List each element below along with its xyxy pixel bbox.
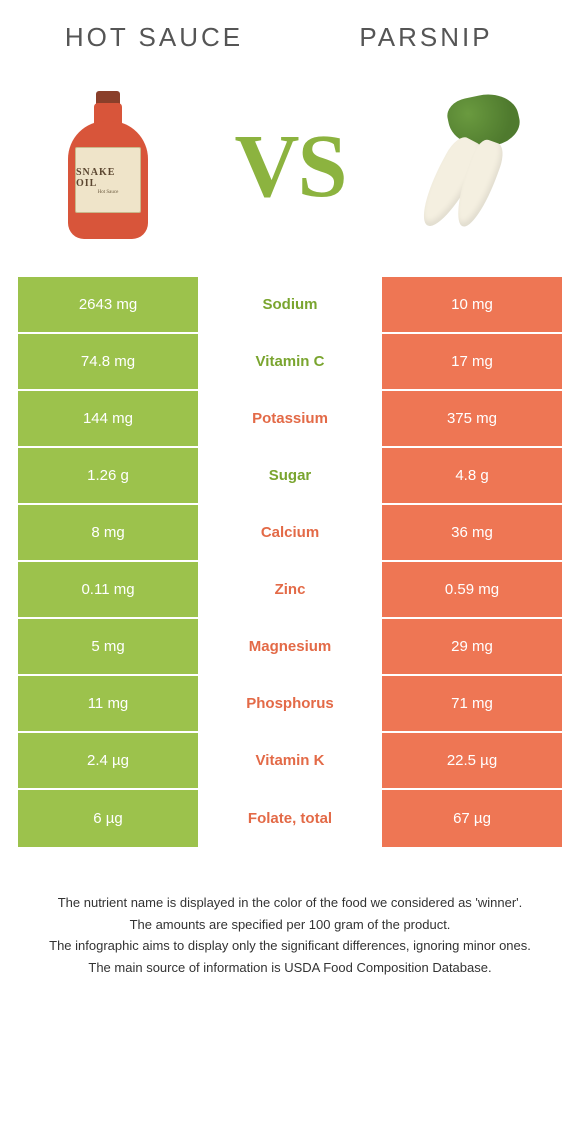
footer-line: The amounts are specified per 100 gram o…	[36, 915, 544, 935]
left-food-title: HOT SAUCE	[18, 22, 290, 53]
right-value: 0.59 mg	[382, 562, 562, 619]
left-value: 6 µg	[18, 790, 198, 847]
table-row: 144 mgPotassium375 mg	[18, 391, 562, 448]
table-row: 11 mgPhosphorus71 mg	[18, 676, 562, 733]
table-row: 6 µgFolate, total67 µg	[18, 790, 562, 847]
right-value: 10 mg	[382, 277, 562, 334]
nutrient-label: Folate, total	[198, 790, 382, 847]
nutrient-label: Magnesium	[198, 619, 382, 676]
footer-notes: The nutrient name is displayed in the co…	[18, 893, 562, 977]
table-row: 8 mgCalcium36 mg	[18, 505, 562, 562]
image-row: SNAKE OIL Hot Sauce VS	[28, 81, 552, 251]
parsnip-image	[392, 86, 552, 246]
right-value: 22.5 µg	[382, 733, 562, 790]
nutrient-label: Calcium	[198, 505, 382, 562]
left-value: 2643 mg	[18, 277, 198, 334]
table-row: 1.26 gSugar4.8 g	[18, 448, 562, 505]
left-value: 1.26 g	[18, 448, 198, 505]
parsnip-icon	[397, 91, 547, 241]
right-value: 4.8 g	[382, 448, 562, 505]
right-food-title: PARSNIP	[290, 22, 562, 53]
left-value: 0.11 mg	[18, 562, 198, 619]
table-row: 2643 mgSodium10 mg	[18, 277, 562, 334]
right-value: 29 mg	[382, 619, 562, 676]
comparison-table: 2643 mgSodium10 mg74.8 mgVitamin C17 mg1…	[18, 277, 562, 847]
left-value: 8 mg	[18, 505, 198, 562]
left-value: 74.8 mg	[18, 334, 198, 391]
footer-line: The nutrient name is displayed in the co…	[36, 893, 544, 913]
table-row: 0.11 mgZinc0.59 mg	[18, 562, 562, 619]
left-value: 144 mg	[18, 391, 198, 448]
nutrient-label: Sodium	[198, 277, 382, 334]
nutrient-label: Vitamin C	[198, 334, 382, 391]
table-row: 2.4 µgVitamin K22.5 µg	[18, 733, 562, 790]
nutrient-label: Zinc	[198, 562, 382, 619]
header: HOT SAUCE PARSNIP	[18, 22, 562, 53]
table-row: 74.8 mgVitamin C17 mg	[18, 334, 562, 391]
footer-line: The main source of information is USDA F…	[36, 958, 544, 978]
nutrient-label: Phosphorus	[198, 676, 382, 733]
hot-sauce-image: SNAKE OIL Hot Sauce	[28, 86, 188, 246]
right-value: 67 µg	[382, 790, 562, 847]
right-value: 17 mg	[382, 334, 562, 391]
nutrient-label: Sugar	[198, 448, 382, 505]
right-value: 36 mg	[382, 505, 562, 562]
left-value: 2.4 µg	[18, 733, 198, 790]
nutrient-label: Vitamin K	[198, 733, 382, 790]
table-row: 5 mgMagnesium29 mg	[18, 619, 562, 676]
left-value: 5 mg	[18, 619, 198, 676]
bottle-label-sub: Hot Sauce	[98, 190, 119, 195]
bottle-icon: SNAKE OIL Hot Sauce	[65, 91, 151, 241]
nutrient-label: Potassium	[198, 391, 382, 448]
bottle-label-brand: SNAKE OIL	[76, 167, 140, 189]
right-value: 375 mg	[382, 391, 562, 448]
right-value: 71 mg	[382, 676, 562, 733]
footer-line: The infographic aims to display only the…	[36, 936, 544, 956]
left-value: 11 mg	[18, 676, 198, 733]
vs-text: VS	[234, 115, 345, 218]
